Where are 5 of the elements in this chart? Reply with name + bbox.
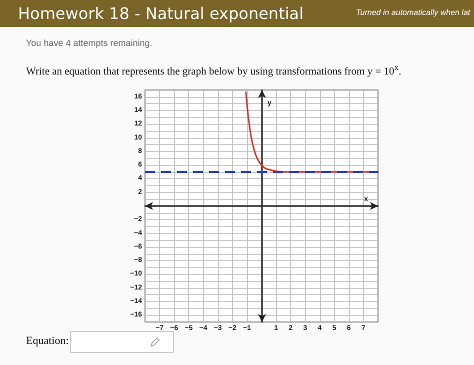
- text: Equation:: [26, 335, 69, 347]
- text: Turned in automatically when lat: [356, 8, 470, 17]
- chart-title: Homework 18 - Natural exponential: [18, 4, 304, 23]
- chart-subtitle: You have 4 attempts remaining.: [26, 38, 152, 48]
- text: Write an equation that represents the graph below by using transformations from y = 10$^{x}$.: [26, 62, 402, 78]
